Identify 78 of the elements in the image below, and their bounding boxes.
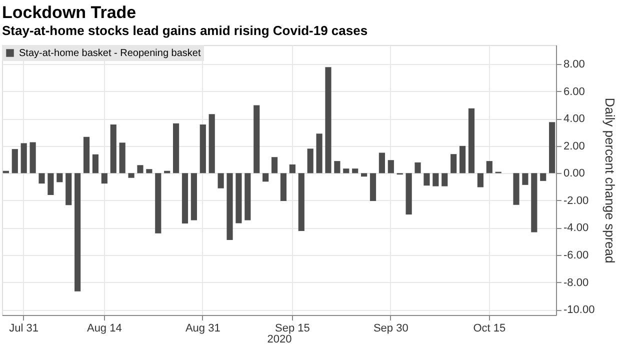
y-tick-label: -8.00 <box>564 276 589 289</box>
y-tick-label: -10.00 <box>564 304 595 316</box>
y-tick-label: 6.00 <box>564 86 585 98</box>
bar <box>182 173 188 224</box>
bar <box>262 173 269 182</box>
y-tick-label: 2.00 <box>564 140 585 152</box>
chart-title: Lockdown Trade <box>2 3 136 22</box>
bar <box>531 173 538 232</box>
bar <box>424 173 430 186</box>
bar <box>56 173 63 182</box>
bar <box>92 154 99 174</box>
bar <box>334 161 340 174</box>
bar <box>477 173 484 188</box>
bar <box>450 154 457 174</box>
x-tick-label: Aug 31 <box>185 322 220 334</box>
bar <box>218 173 224 188</box>
bar <box>66 173 72 206</box>
bar <box>352 168 358 174</box>
bar <box>432 173 439 186</box>
bar <box>549 122 556 174</box>
bar <box>208 114 215 174</box>
bar <box>307 148 314 174</box>
bar <box>30 142 36 174</box>
bar <box>110 124 116 174</box>
bar <box>173 123 180 174</box>
y-tick-label: -2.00 <box>564 194 589 207</box>
bar <box>101 173 108 184</box>
x-tick-label: Aug 14 <box>86 322 122 334</box>
bar <box>388 160 394 174</box>
bar <box>155 173 162 234</box>
bar <box>289 164 296 174</box>
bar <box>48 173 54 195</box>
x-tick-label: Jul 31 <box>9 322 39 334</box>
bar <box>38 173 45 184</box>
x-tick-label: Oct 15 <box>473 322 506 334</box>
bar <box>119 142 126 174</box>
x-tick-label: Sep 30 <box>373 322 408 334</box>
bar <box>370 173 376 201</box>
bar <box>200 124 206 174</box>
x-tick-label: Sep 15 <box>274 322 310 334</box>
bar <box>146 169 152 174</box>
bar <box>128 173 134 178</box>
y-tick-label: 4.00 <box>564 113 585 126</box>
bar <box>414 162 421 174</box>
bar <box>236 173 242 224</box>
bar <box>74 173 81 292</box>
bar <box>540 173 546 181</box>
bar <box>513 173 520 205</box>
bar <box>83 136 90 174</box>
bar <box>226 173 233 240</box>
y-axis-title: Daily percent change spread <box>602 98 618 264</box>
bar <box>271 157 278 174</box>
bar <box>190 173 197 220</box>
x-axis-title: 2020 <box>267 334 292 346</box>
y-tick-label: 8.00 <box>564 58 585 71</box>
y-tick-label: -6.00 <box>564 250 589 262</box>
bar <box>12 149 18 174</box>
bar <box>442 173 448 186</box>
bar <box>316 134 322 174</box>
bar <box>468 108 475 174</box>
bar <box>406 173 412 214</box>
bar <box>361 173 368 177</box>
bar <box>280 173 287 201</box>
bar <box>459 146 466 174</box>
bar <box>522 173 528 185</box>
bar <box>137 165 144 174</box>
bar <box>343 168 350 174</box>
chart-subtitle: Stay-at-home stocks lead gains amid rising Covid-19 cases <box>2 23 368 38</box>
bar <box>325 67 332 174</box>
bar <box>20 143 27 174</box>
bar <box>298 173 304 231</box>
y-tick-label: 0.00 <box>564 168 585 180</box>
bar <box>254 105 260 174</box>
y-tick-label: -4.00 <box>564 222 589 234</box>
legend-label: Stay-at-home basket - Reopening basket <box>19 48 201 59</box>
bar <box>486 161 492 174</box>
bar <box>378 152 385 174</box>
bar <box>244 173 251 220</box>
